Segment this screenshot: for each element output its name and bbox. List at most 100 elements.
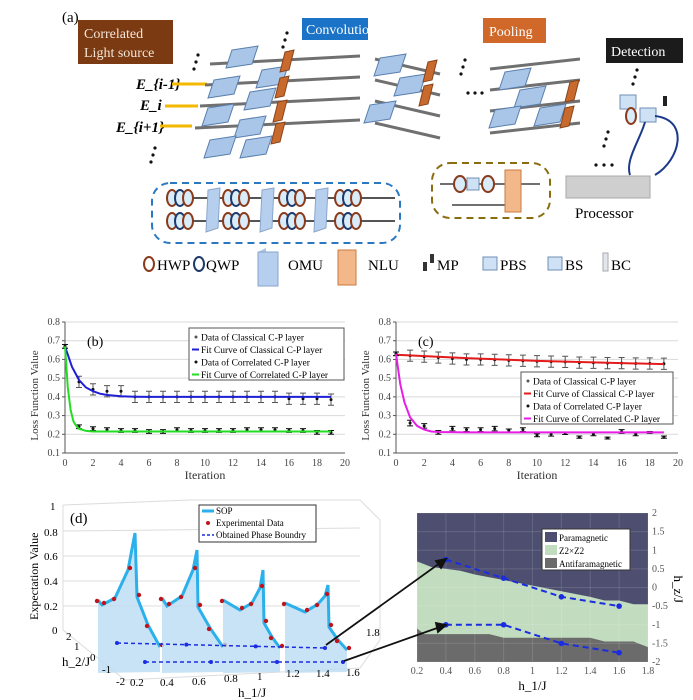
nlu-inset-detail: [440, 169, 540, 213]
bc-icon: [602, 252, 609, 272]
experimental-data-point: [268, 635, 274, 641]
ytick-label: 0.2: [379, 429, 392, 440]
light-source-box: [78, 20, 173, 64]
d-ylabel: h_2/J: [62, 654, 90, 669]
experimental-data-point: [206, 626, 212, 632]
pbs-icon: [482, 256, 498, 271]
experimental-data-point: [259, 583, 265, 589]
d-ytick: 2: [66, 631, 72, 643]
phase-boundary-point: [558, 640, 565, 647]
ytick-label: 0.4: [379, 392, 392, 403]
data-point: [301, 397, 305, 401]
hwp-icon: [143, 256, 155, 272]
ytick-label: 0.8: [48, 317, 61, 328]
chart-c: 0.1 0.2 0.3 0.4 0.5 0.6 0.7 0.8 0 2 4 6 8 10 12 14 16 18 2…: [360, 317, 683, 482]
data-point: [315, 397, 319, 401]
experimental-data-point: [346, 645, 352, 651]
sop-shaded-plane: [98, 533, 160, 673]
xtick-label: 0.2: [411, 666, 424, 677]
legend-label: Data of Classical C-P layer: [533, 377, 637, 388]
phase-boundary-point: [558, 594, 565, 600]
omu-block: [498, 67, 532, 91]
legend-label: Fit Curve of Classical C-P layer: [201, 345, 323, 356]
d-legend: SOP Experimental Data Obtained Phase Bou…: [198, 504, 317, 543]
legend-label: Data of Classical C-P layer: [201, 333, 305, 344]
bs-cube-icon: [639, 107, 657, 123]
ytick-label: 0.7: [48, 336, 61, 347]
data-point: [493, 427, 497, 431]
optical-units: [201, 45, 580, 159]
d-ytick: -1: [102, 664, 111, 676]
xtick-label: 0.4: [440, 666, 453, 677]
phase-boundary-point: [115, 641, 119, 645]
xtick-label: 1.2: [555, 666, 568, 677]
processor-box: [565, 175, 651, 199]
ytick-label: -1: [652, 620, 660, 631]
ytick-label: 0.1: [379, 448, 392, 459]
legend-label: Antifaramagnetic: [559, 559, 622, 569]
xtick-label: 0.6: [469, 666, 482, 677]
phase-boundary-point: [500, 575, 507, 581]
x-axis-label: Iteration: [517, 468, 558, 482]
experimental-data-point: [101, 600, 107, 606]
experimental-data-point: [166, 601, 172, 607]
waveplate-icon: [182, 189, 194, 207]
omu-block: [373, 53, 407, 77]
xtick-label: 1: [530, 666, 535, 677]
legend-swatch: [526, 379, 530, 383]
xtick-label: 2: [91, 458, 96, 469]
legend-swatch: [545, 558, 557, 568]
y-axis-label: Loss Function Value: [29, 350, 41, 440]
data-point: [119, 389, 123, 393]
sop-shaded-plane: [162, 550, 223, 673]
phase-boundary-point: [275, 660, 279, 664]
legend-label: Z2×Z2: [559, 546, 584, 556]
ytick-label: -0.5: [652, 601, 668, 612]
data-point: [507, 429, 511, 433]
region-antiferromagnetic: [417, 628, 648, 662]
data-point: [549, 432, 553, 436]
legend-label: Fit Curve of Correlated C-P layer: [201, 370, 329, 381]
data-point: [634, 432, 638, 436]
xtick-label: 8: [175, 458, 180, 469]
ytick-label: 0.8: [379, 317, 392, 328]
nlu-block: [564, 79, 580, 103]
data-point: [408, 421, 412, 425]
d-xtick: 1.8: [366, 627, 380, 639]
fit-curve: [395, 353, 664, 366]
panel-a-diagram: (a) Correlated Light source Convolution …: [62, 10, 683, 287]
xtick-label: 12: [228, 458, 238, 469]
xtick-label: 10: [200, 458, 210, 469]
nlu-block: [279, 49, 295, 73]
legend-swatch: [194, 335, 198, 339]
legend-label: Fit Curve of Classical C-P layer: [533, 389, 655, 400]
legend-qwp: QWP: [206, 258, 239, 274]
nlu-icon: [337, 249, 357, 286]
experimental-data-point: [304, 607, 310, 613]
omu-block: [488, 105, 522, 129]
rail: [489, 57, 581, 71]
phase-boundary-point: [616, 649, 622, 656]
legend-swatch: [526, 404, 530, 408]
xtick-label: 10: [532, 458, 542, 469]
ytick-label: 2: [652, 508, 657, 519]
omu-block: [239, 135, 273, 159]
panel-label: (b): [87, 335, 104, 350]
y-axis-label: h_z/J: [671, 576, 686, 603]
experimental-data-point: [248, 601, 254, 607]
field-label-prev: E_{i-1}: [135, 77, 181, 93]
legend-pbs: PBS: [500, 258, 527, 274]
pooling-inset: [431, 162, 551, 219]
ytick-label: 1: [652, 545, 657, 556]
d-xtick: 0.2: [130, 677, 144, 689]
d-legend-sop: SOP: [216, 506, 233, 516]
d-ztick: 0.4: [44, 576, 58, 588]
bs-icon: [547, 256, 563, 271]
d-xtick: 1.6: [346, 667, 360, 679]
experimental-data-point: [127, 565, 133, 571]
ytick-label: 0: [652, 583, 657, 594]
phase-boundary-point: [184, 642, 189, 647]
d-ytick: 0: [90, 652, 96, 664]
experimental-data-point: [192, 565, 198, 571]
